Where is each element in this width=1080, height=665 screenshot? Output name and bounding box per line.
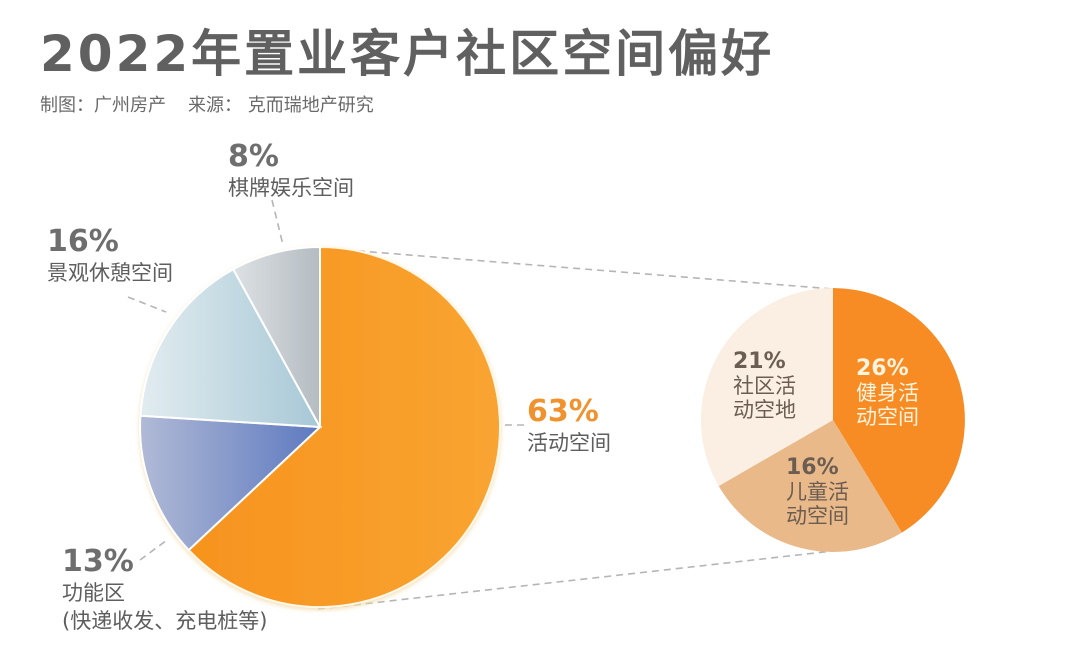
main-pie	[139, 245, 501, 608]
label-fitness: 26% 健身活 动空间	[856, 356, 919, 430]
slice-landscape-rest[interactable]	[139, 267, 322, 429]
label-activity-space: 63% 活动空间	[527, 394, 611, 456]
slice-children[interactable]	[718, 420, 902, 552]
source-label: 来源： 克而瑞地产研究	[188, 95, 374, 116]
label-function-area: 13% 功能区 (快递收发、充电桩等)	[62, 544, 268, 634]
label-chess-cards: 8% 棋牌娱乐空间	[228, 139, 354, 201]
connector-lines	[127, 199, 834, 610]
detail-pie	[701, 288, 965, 552]
chart-title: 2022年置业客户社区空间偏好	[40, 25, 775, 83]
slice-activity-space[interactable]	[187, 245, 501, 608]
slice-fitness[interactable]	[833, 288, 965, 533]
chart-subtitle: 制图：广州房产 来源： 克而瑞地产研究	[40, 91, 396, 117]
slice-community-open[interactable]	[701, 288, 833, 486]
label-community-open: 21% 社区活 动空地	[733, 349, 796, 423]
label-landscape-rest: 16% 景观休憩空间	[47, 224, 173, 286]
credit-label: 制图：广州房产	[40, 95, 166, 116]
slice-function-area[interactable]	[139, 414, 323, 552]
slice-chess-cards[interactable]	[231, 245, 321, 428]
label-children: 16% 儿童活 动空间	[786, 455, 849, 529]
